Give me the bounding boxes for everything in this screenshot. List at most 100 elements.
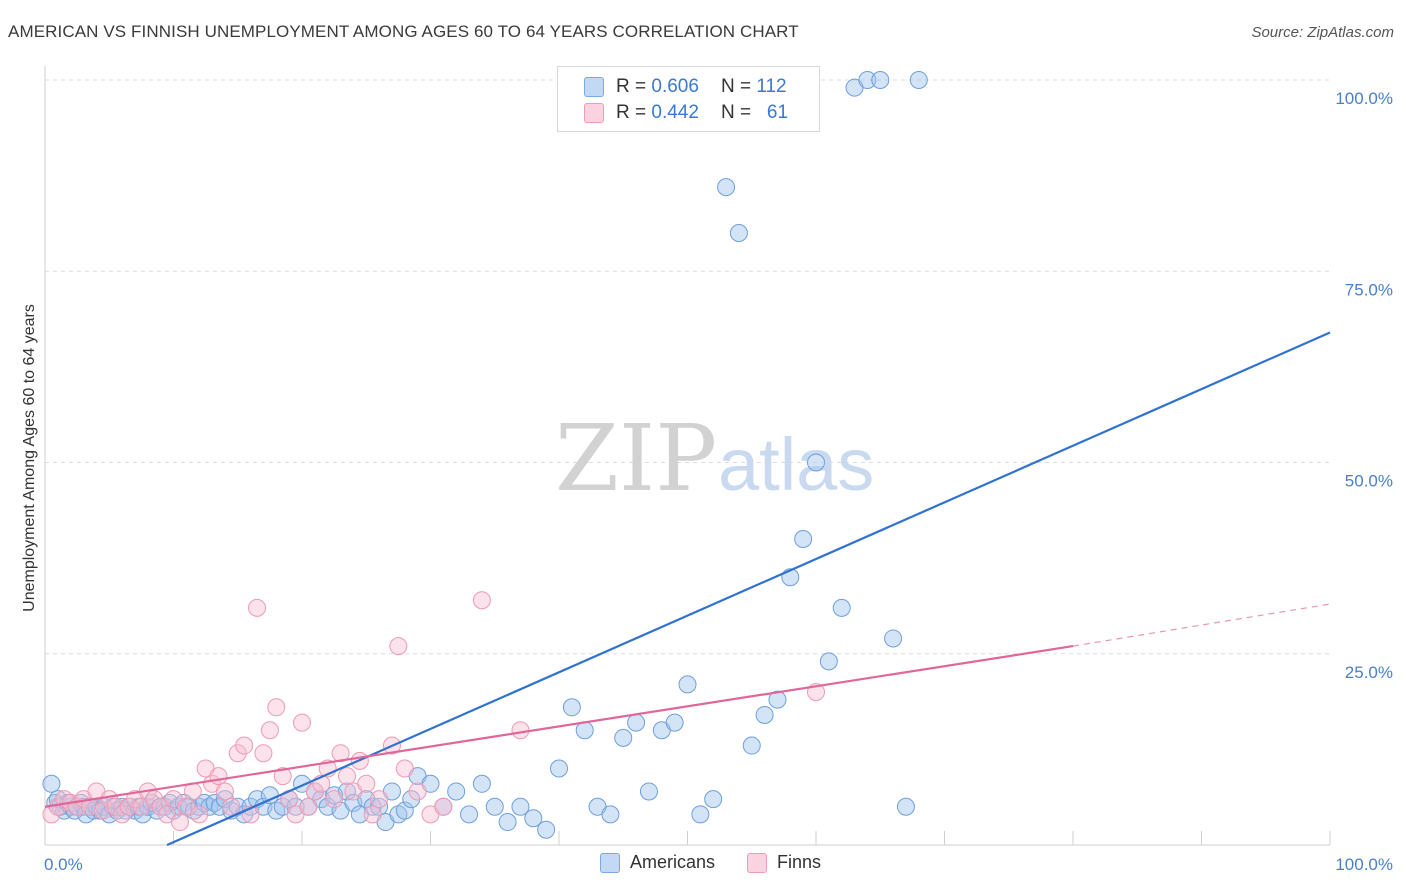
data-point-americans — [447, 782, 466, 801]
bottom-legend-label-finns: Finns — [777, 852, 822, 872]
data-point-americans — [807, 453, 825, 472]
data-point-americans — [550, 759, 568, 778]
trend-lines — [44, 331, 1331, 847]
data-point-finns — [434, 797, 453, 816]
series-finns — [42, 591, 825, 832]
data-point-americans — [832, 598, 851, 617]
data-point-finns — [472, 591, 491, 610]
data-point-finns — [248, 598, 267, 617]
bottom-legend-swatch-finns — [747, 852, 768, 873]
bottom-legend-finns: Finns — [747, 852, 821, 873]
legend-n-value-americans: 112 — [756, 76, 787, 97]
data-point-americans — [819, 652, 838, 671]
legend-n-label: N = — [720, 102, 752, 123]
data-point-americans — [42, 774, 61, 793]
data-point-finns — [363, 805, 382, 824]
y-tick-label: 25.0% — [1345, 663, 1393, 682]
data-point-finns — [273, 767, 292, 786]
legend-r-value-finns: 0.442 — [651, 102, 699, 123]
data-point-americans — [363, 797, 382, 816]
data-point-americans — [871, 71, 890, 89]
bottom-legend-label-americans: Americans — [630, 852, 716, 872]
legend-n-label: N = — [720, 76, 752, 97]
data-point-americans — [460, 805, 479, 824]
bottom-legend-swatch-americans — [600, 852, 620, 873]
tick-labels: 25.0% 50.0% 75.0% 100.0% 0.0% 100.0% — [44, 89, 1393, 874]
data-point-americans — [896, 797, 915, 816]
data-point-americans — [402, 790, 421, 809]
legend-r-value-americans: 0.606 — [651, 76, 699, 97]
legend-n-value-finns: 61 — [766, 102, 789, 123]
axes — [44, 66, 1331, 846]
data-point-americans — [524, 809, 543, 828]
data-point-americans — [395, 801, 414, 820]
data-point-americans — [286, 797, 305, 816]
data-point-finns — [254, 744, 273, 763]
data-point-finns — [222, 797, 241, 816]
x-tick-label: 100.0% — [1335, 855, 1393, 874]
legend-r-label: R = — [616, 76, 647, 97]
data-point-americans — [472, 774, 491, 793]
watermark: ZIP atlas — [555, 405, 874, 512]
legend-r-label: R = — [616, 102, 647, 123]
data-point-finns — [511, 721, 530, 740]
data-point-finns — [337, 767, 356, 786]
data-point-finns — [293, 713, 311, 732]
data-point-americans — [678, 675, 697, 694]
legend-swatch-finns — [584, 103, 604, 123]
legend-swatch-americans — [584, 77, 604, 97]
data-point-americans — [729, 224, 748, 242]
trend-line-finns — [44, 645, 1074, 808]
grid-lines — [45, 79, 1330, 655]
chart-title: AMERICAN VS FINNISH UNEMPLOYMENT AMONG A… — [8, 22, 799, 41]
data-point-americans — [498, 813, 517, 832]
data-point-americans — [665, 713, 684, 732]
stats-legend: R = 0.606 N = 112 R = 0.442 N = 61 — [557, 66, 820, 132]
data-point-finns — [228, 744, 247, 763]
data-point-americans — [858, 71, 877, 89]
data-point-americans — [627, 713, 646, 732]
data-point-finns — [170, 813, 189, 832]
y-tick-label: 100.0% — [1335, 89, 1393, 108]
data-point-finns — [305, 782, 324, 801]
data-point-finns — [113, 805, 132, 824]
x-tick-label: 0.0% — [44, 855, 83, 874]
trend-line-finns-extension — [1072, 603, 1331, 647]
data-point-finns — [357, 774, 376, 793]
data-point-americans — [755, 705, 774, 724]
data-point-americans — [768, 690, 787, 709]
data-point-americans — [704, 790, 723, 809]
data-point-finns — [408, 782, 427, 801]
y-tick-label: 50.0% — [1345, 472, 1393, 491]
data-point-finns — [331, 744, 350, 763]
data-point-finns — [267, 698, 286, 717]
data-point-finns — [119, 797, 138, 816]
data-point-americans — [742, 736, 761, 755]
data-point-americans — [537, 820, 556, 839]
data-point-finns — [299, 797, 318, 816]
data-point-finns — [370, 790, 389, 809]
data-point-finns — [260, 721, 279, 740]
data-point-finns — [235, 736, 254, 755]
y-tick-label: 75.0% — [1345, 280, 1393, 299]
data-point-americans — [601, 805, 620, 824]
data-point-americans — [614, 728, 633, 747]
data-point-americans — [717, 178, 736, 197]
data-point-americans — [511, 797, 530, 816]
data-point-finns — [389, 637, 408, 656]
legend-row-finns: R = 0.442 N = 61 — [584, 100, 788, 126]
source-label: Source: ZipAtlas.com — [1251, 24, 1394, 41]
bottom-legend: Americans Finns — [600, 852, 853, 873]
watermark-atlas: atlas — [718, 423, 874, 506]
legend-row-americans: R = 0.606 N = 112 — [584, 74, 787, 100]
bottom-legend-americans: Americans — [600, 852, 715, 873]
data-point-americans — [691, 805, 710, 824]
data-point-americans — [370, 797, 389, 816]
data-point-finns — [209, 767, 228, 786]
data-point-finns — [395, 759, 414, 778]
data-point-americans — [562, 698, 581, 717]
data-point-finns — [215, 782, 234, 801]
data-point-americans — [794, 530, 813, 548]
data-point-americans — [639, 782, 658, 801]
